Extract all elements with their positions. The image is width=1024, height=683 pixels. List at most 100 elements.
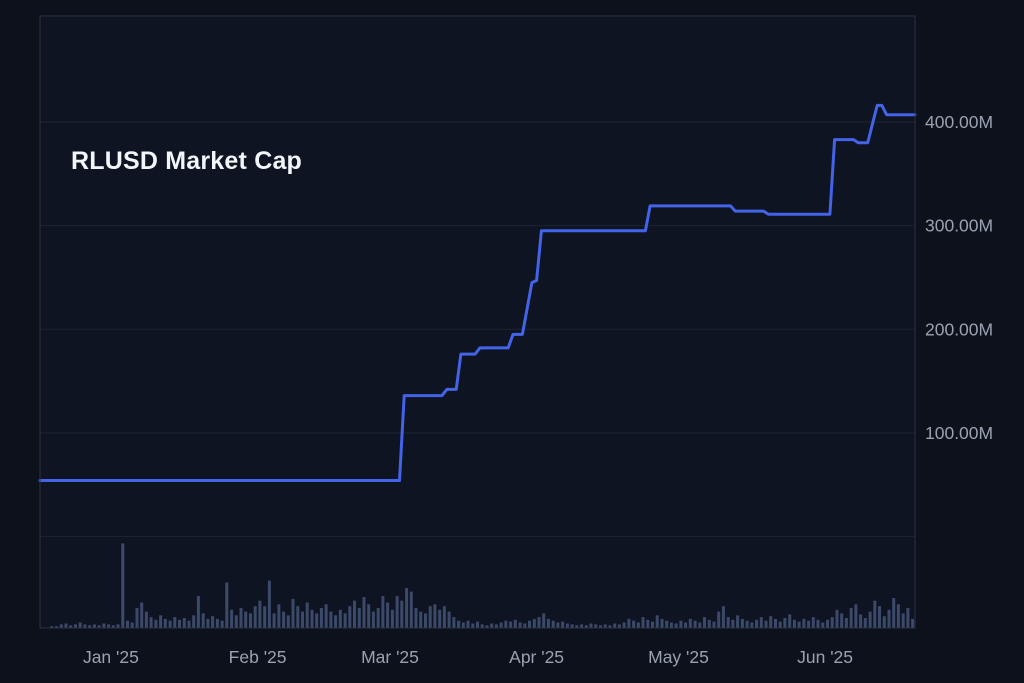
volume-bar	[826, 619, 829, 628]
volume-bar	[324, 604, 328, 628]
volume-bar	[892, 598, 896, 628]
volume-bar	[731, 619, 735, 628]
volume-bar	[390, 609, 394, 628]
volume-bar	[315, 613, 319, 628]
volume-bar	[282, 611, 286, 628]
volume-bar	[807, 620, 811, 628]
volume-bar	[717, 611, 721, 628]
volume-bar	[144, 611, 148, 628]
volume-bar	[513, 619, 517, 628]
volume-bar	[783, 618, 787, 628]
volume-bar	[201, 613, 205, 628]
volume-bar	[178, 619, 181, 628]
volume-bar	[74, 624, 77, 628]
volume-bar	[627, 618, 631, 628]
volume-bar	[234, 615, 238, 628]
volume-bar	[518, 622, 522, 628]
volume-bar	[542, 613, 546, 628]
volume-bar	[466, 620, 470, 628]
volume-bar	[296, 606, 300, 628]
volume-bar	[589, 623, 593, 628]
volume-bar	[774, 618, 777, 628]
volume-bar	[163, 618, 167, 628]
price-line	[38, 103, 917, 482]
volume-bar	[348, 606, 352, 628]
volume-bar	[69, 625, 73, 628]
volume-bar	[721, 606, 725, 628]
volume-bar	[395, 596, 399, 628]
volume-bar	[107, 624, 111, 628]
volume-bar	[778, 621, 782, 628]
volume-bar	[480, 624, 484, 628]
volume-bar	[494, 624, 498, 628]
volume-bar	[594, 624, 598, 628]
volume-bar	[140, 602, 144, 628]
volume-bar	[788, 614, 792, 629]
volume-bar	[329, 611, 333, 628]
volume-bar	[305, 602, 309, 628]
volume-bar	[173, 617, 177, 628]
plot-area	[40, 16, 915, 628]
y-axis-label: 300.00M	[925, 216, 993, 236]
volume-bar	[859, 614, 863, 629]
volume-bar	[707, 619, 711, 628]
volume-bar	[622, 622, 626, 628]
volume-bar	[802, 618, 806, 628]
volume-bar	[159, 615, 163, 628]
volume-bar	[854, 604, 858, 628]
volume-bar	[461, 622, 465, 628]
volume-bar	[258, 600, 262, 628]
x-axis-label: May '25	[648, 647, 709, 667]
volume-bar	[220, 620, 224, 628]
volume-bar	[665, 620, 669, 628]
volume-bar	[301, 611, 304, 628]
volume-bar	[244, 611, 248, 628]
x-axis-label: Apr '25	[509, 647, 564, 667]
volume-bar	[490, 623, 494, 628]
y-axis-label: 100.00M	[925, 423, 993, 443]
volume-bar	[565, 623, 569, 628]
chart-title: RLUSD Market Cap	[71, 147, 303, 175]
volume-bar	[353, 600, 356, 628]
volume-bar	[59, 624, 63, 628]
volume-bar	[409, 591, 413, 628]
volume-bar	[575, 625, 579, 628]
volume-bar	[121, 543, 125, 628]
volume-bar	[457, 620, 461, 628]
volume-bar	[97, 625, 101, 628]
volume-bar	[310, 609, 314, 628]
volume-bar	[868, 611, 872, 628]
volume-bar	[906, 608, 910, 628]
y-axis-label: 400.00M	[925, 112, 993, 132]
volume-bar	[830, 617, 834, 628]
volume-bar	[528, 620, 531, 628]
volume-bar	[362, 597, 366, 628]
volume-bar	[878, 606, 881, 628]
volume-bar	[551, 620, 555, 628]
x-axis-label: Mar '25	[361, 647, 419, 667]
volume-bar	[135, 608, 139, 628]
volume-bar	[911, 618, 915, 628]
volume-bar	[215, 618, 219, 628]
volume-bar	[424, 613, 427, 628]
volume-bar	[523, 623, 527, 628]
volume-bar	[428, 606, 432, 628]
volume-bar	[509, 621, 513, 628]
volume-bar	[669, 622, 673, 628]
volume-bar	[764, 620, 768, 628]
volume-bar	[499, 622, 503, 628]
volume-bar	[651, 621, 654, 628]
volume-bar	[130, 622, 134, 628]
volume-bar	[811, 617, 815, 628]
volume-bar	[797, 621, 801, 628]
volume-bar	[126, 620, 129, 628]
volume-bar	[755, 619, 759, 628]
volume-bar	[267, 580, 271, 628]
volume-bar	[655, 615, 659, 628]
volume-bar	[371, 611, 375, 628]
volume-bar	[83, 624, 87, 628]
volume-bar	[55, 626, 59, 628]
volume-bar	[182, 618, 186, 628]
volume-bar	[277, 604, 281, 628]
